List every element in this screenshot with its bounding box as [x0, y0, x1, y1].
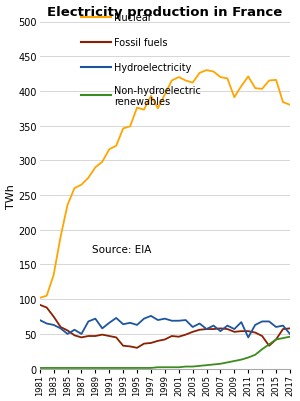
Text: Source: EIA: Source: EIA — [92, 244, 151, 254]
Y-axis label: TWh: TWh — [6, 183, 16, 208]
Text: Nuclear: Nuclear — [114, 13, 152, 23]
Text: Hydroelectricity: Hydroelectricity — [114, 63, 191, 72]
Text: Non-hydroelectric
renewables: Non-hydroelectric renewables — [114, 85, 201, 107]
Title: Electricity production in France: Electricity production in France — [47, 6, 283, 18]
Text: Fossil fuels: Fossil fuels — [114, 38, 167, 48]
